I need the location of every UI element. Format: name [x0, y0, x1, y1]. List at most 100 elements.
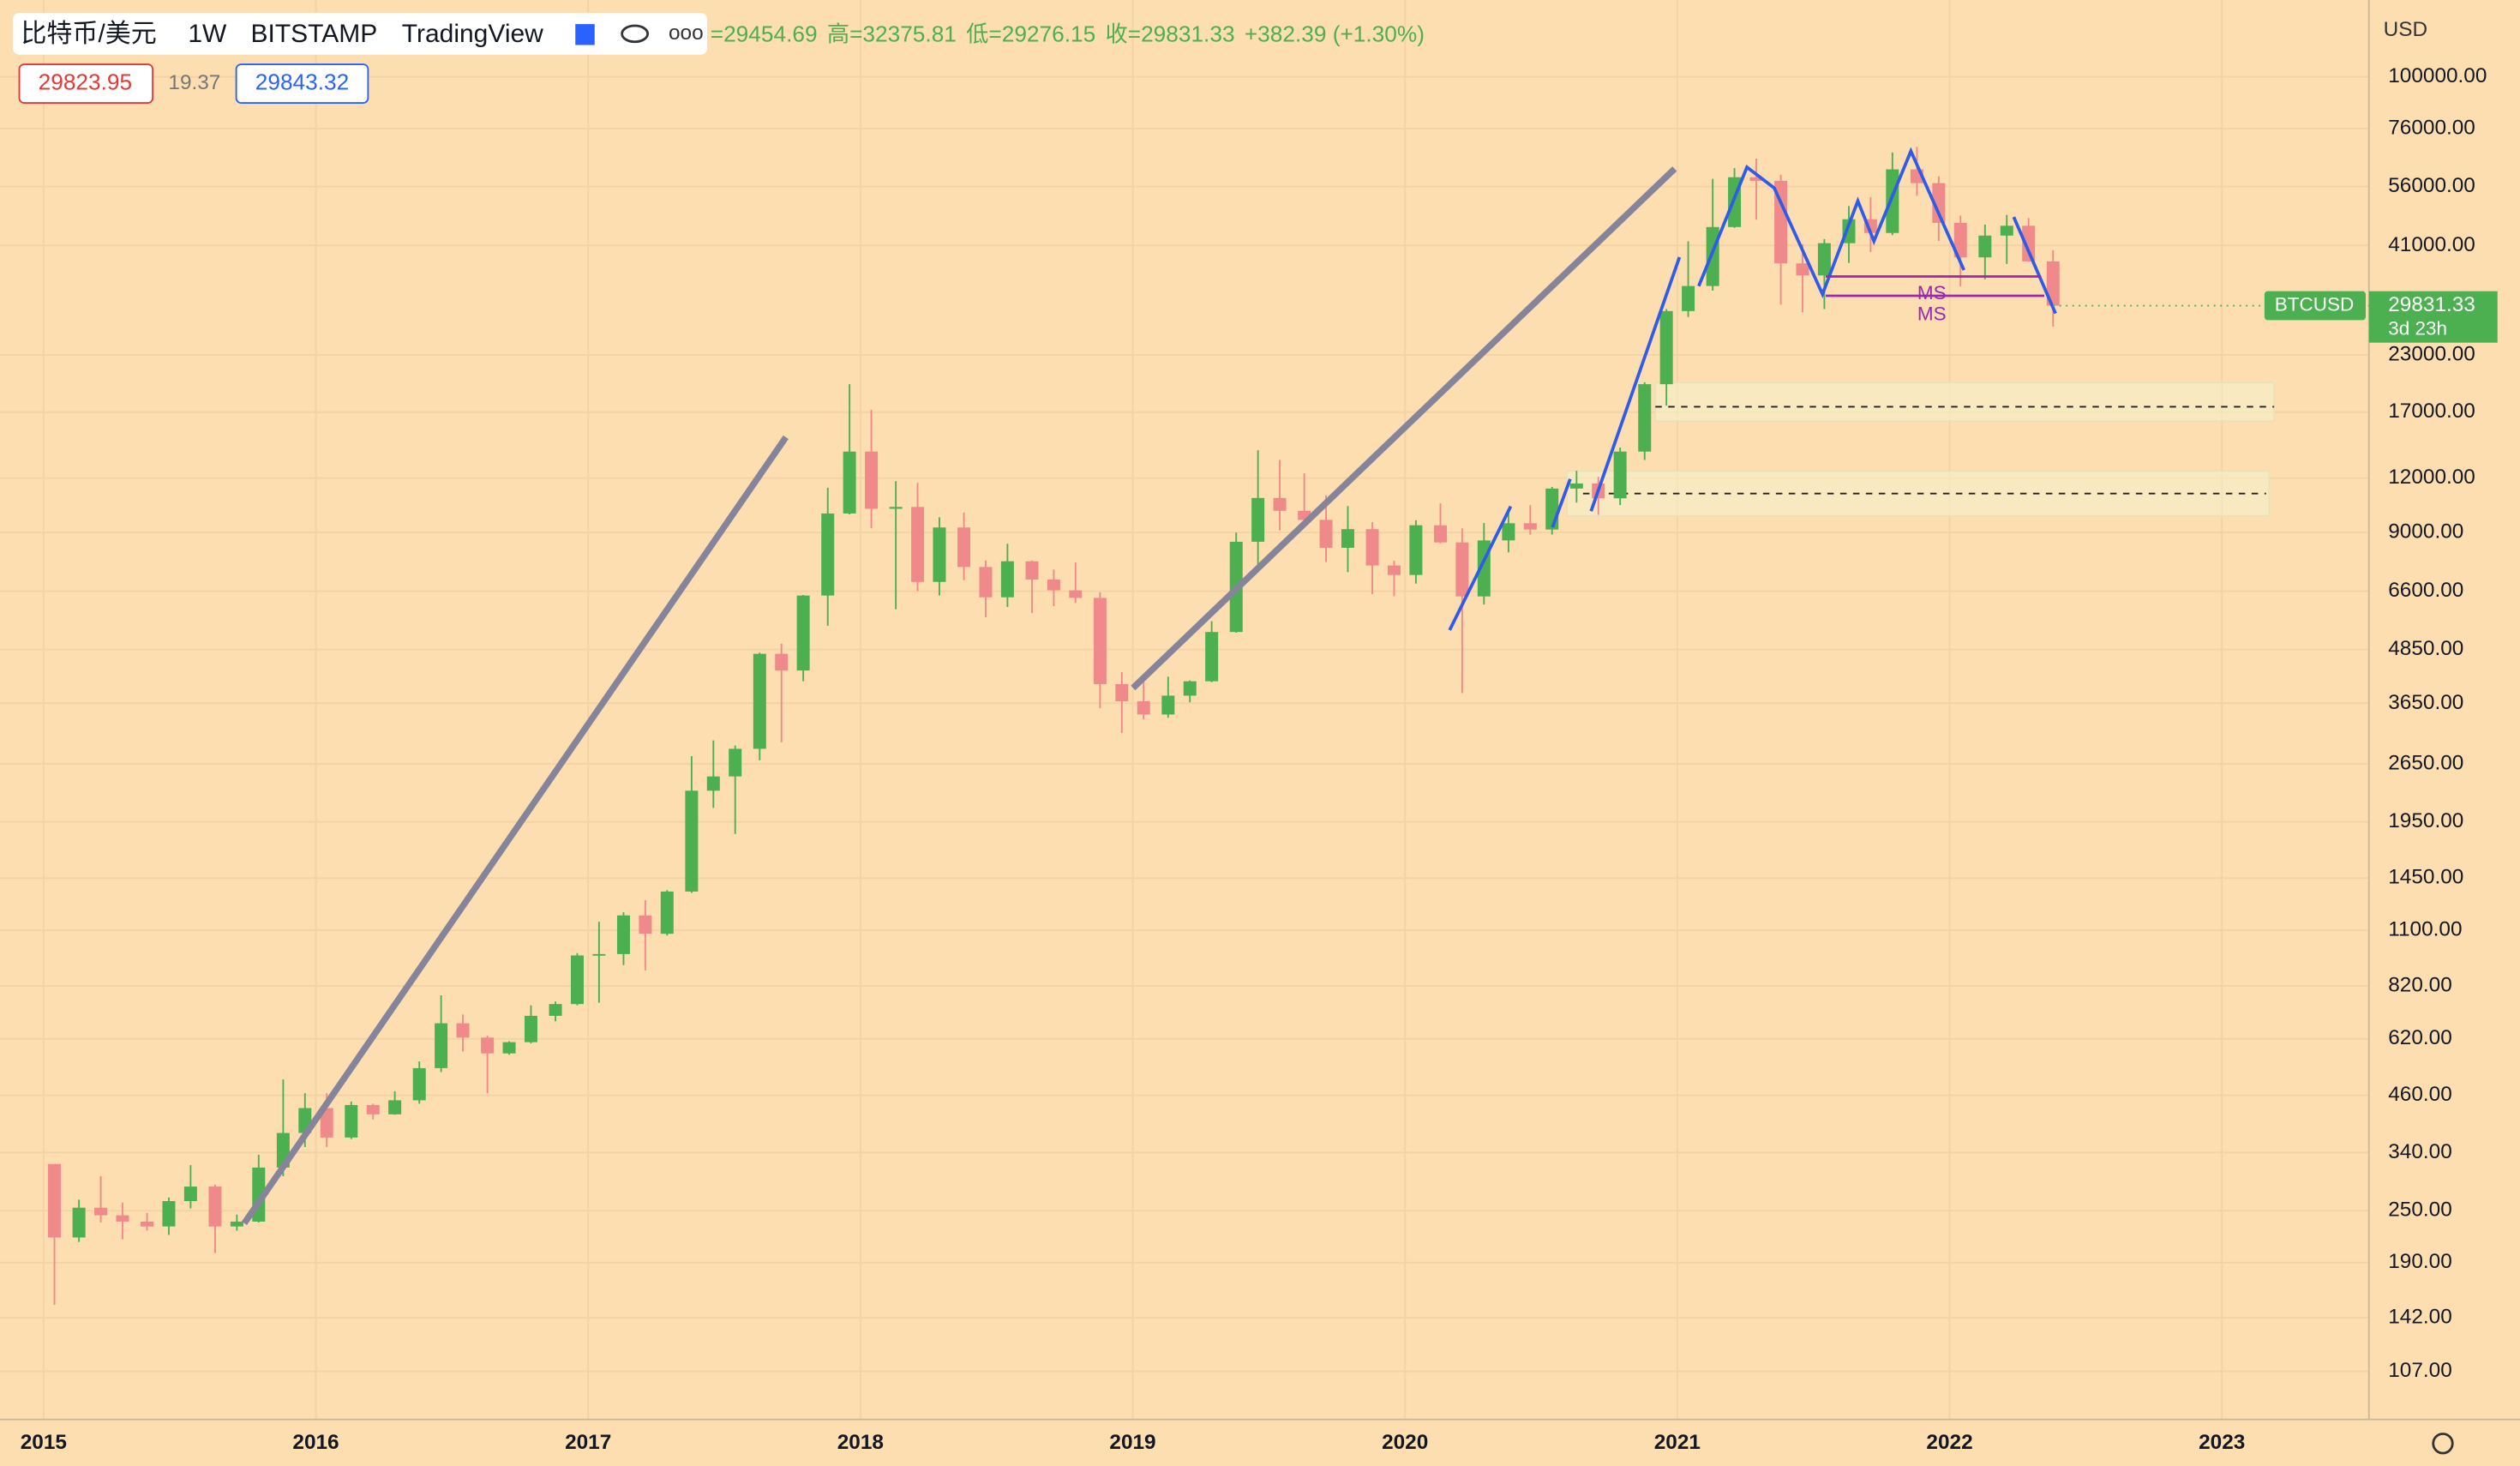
candle-body	[1000, 561, 1014, 598]
candle-body	[320, 1108, 333, 1138]
more-icon[interactable]: ooo	[669, 21, 704, 45]
y-tick-label: 100000.00	[2388, 64, 2487, 87]
candle-body	[685, 790, 699, 892]
currency: USD	[2384, 18, 2427, 41]
x-tick-label: 2021	[1654, 1431, 1701, 1454]
candle-body	[843, 451, 856, 514]
candle-body	[1298, 510, 1311, 520]
candle-body	[1613, 451, 1627, 499]
candle-body	[706, 776, 720, 791]
candle-body	[1387, 565, 1401, 575]
y-tick-label: 4850.00	[2388, 637, 2463, 660]
trend-line	[241, 435, 789, 1226]
y-tick-label: 1450.00	[2388, 866, 2463, 889]
settings-icon[interactable]	[2432, 1433, 2454, 1455]
candle-body	[1659, 310, 1673, 385]
candle-body	[1319, 520, 1333, 548]
candle-body	[1455, 542, 1469, 597]
spread: 19.37	[168, 71, 220, 94]
symbol-tag-label: BTCUSD	[2275, 293, 2355, 315]
bid-box[interactable]	[18, 63, 154, 104]
candle-body	[1932, 183, 1946, 223]
axis-labels: 100000.00 76000.00 56000.00 41000.00 23000.0…	[21, 64, 2487, 1454]
candle-body	[1251, 497, 1265, 542]
candle-body	[2022, 225, 2036, 261]
candle-body	[1137, 700, 1150, 715]
candle-body	[1706, 226, 1719, 286]
candle-body	[1433, 525, 1447, 543]
candle-body	[72, 1207, 86, 1238]
ohlc-value: 低=29276.15	[966, 21, 1095, 46]
x-tick-label: 2023	[2199, 1431, 2245, 1454]
y-tick-label: 9000.00	[2388, 520, 2463, 544]
candle-body	[141, 1221, 154, 1227]
annotation: MS	[1917, 303, 1947, 324]
candle-body	[1978, 235, 1992, 258]
y-tick-label: 460.00	[2388, 1083, 2452, 1106]
candle-body	[388, 1100, 402, 1115]
candle-body	[1183, 681, 1197, 696]
candle-body	[1545, 488, 1559, 530]
zigzag	[1448, 505, 1513, 631]
y-tick-label: 1100.00	[2388, 918, 2462, 941]
candle-body	[957, 527, 971, 568]
ohlc-value: +382.39 (+1.30%)	[1245, 21, 1425, 46]
candle-body	[1069, 590, 1083, 598]
trend-drawings: MS MS	[241, 147, 2057, 1226]
ask-box[interactable]	[235, 63, 369, 104]
y-tick-label: 23000.00	[2388, 342, 2475, 365]
x-tick-label: 2019	[1109, 1431, 1155, 1454]
symbol-box	[13, 13, 707, 55]
candle-body	[592, 953, 606, 956]
x-tick-label: 2016	[292, 1431, 339, 1454]
y-tick-label: 2650.00	[2388, 751, 2463, 774]
grid	[0, 0, 2369, 1420]
y-tick-label: 1950.00	[2388, 809, 2463, 832]
candle-body	[1047, 579, 1060, 591]
candle-body	[570, 955, 584, 1005]
y-tick-label: 107.00	[2388, 1359, 2452, 1382]
trend-line	[1131, 166, 1677, 691]
y-tick-label: 142.00	[2388, 1306, 2452, 1329]
flag-icon[interactable]	[575, 24, 595, 45]
y-tick-label: 190.00	[2388, 1250, 2452, 1273]
annotation: MS	[1917, 282, 1947, 303]
eye-icon[interactable]	[621, 24, 650, 44]
candle-body	[911, 507, 925, 582]
zigzag	[1697, 147, 1965, 298]
candle-body	[1341, 529, 1354, 548]
candle-body	[1205, 632, 1219, 682]
candle-body	[1749, 177, 1763, 181]
candle-body	[729, 748, 742, 777]
time-axis	[0, 1419, 2520, 1466]
source: TradingView	[402, 20, 543, 48]
ohlc-value: =29454.69	[711, 21, 818, 46]
y-tick-label: 620.00	[2388, 1026, 2452, 1049]
candle-body	[412, 1067, 426, 1101]
candle-body	[481, 1037, 495, 1054]
candle-body	[1953, 222, 1967, 258]
candle-body	[208, 1187, 222, 1227]
ask: 29843.32	[255, 69, 350, 94]
candle-body	[162, 1201, 176, 1227]
interval: 1W	[188, 20, 227, 48]
candle-body	[2000, 225, 2013, 236]
candle-body	[616, 915, 630, 954]
y-tick-label: 3650.00	[2388, 691, 2463, 714]
x-tick-label: 2022	[1926, 1431, 1972, 1454]
y-tick-label: 6600.00	[2388, 579, 2463, 602]
ohlc-value: 高=32375.81	[827, 21, 957, 46]
candle-body	[775, 653, 789, 671]
candle-body	[979, 567, 993, 598]
candle-body	[502, 1042, 516, 1054]
x-tick-label: 2018	[837, 1431, 884, 1454]
x-tick-label: 2020	[1382, 1431, 1428, 1454]
candle-body	[183, 1187, 197, 1202]
candle-body	[639, 915, 652, 934]
candle-body	[1523, 523, 1537, 530]
candle-body	[1682, 285, 1695, 311]
candle-body	[230, 1221, 243, 1227]
drawings	[1566, 382, 2276, 517]
